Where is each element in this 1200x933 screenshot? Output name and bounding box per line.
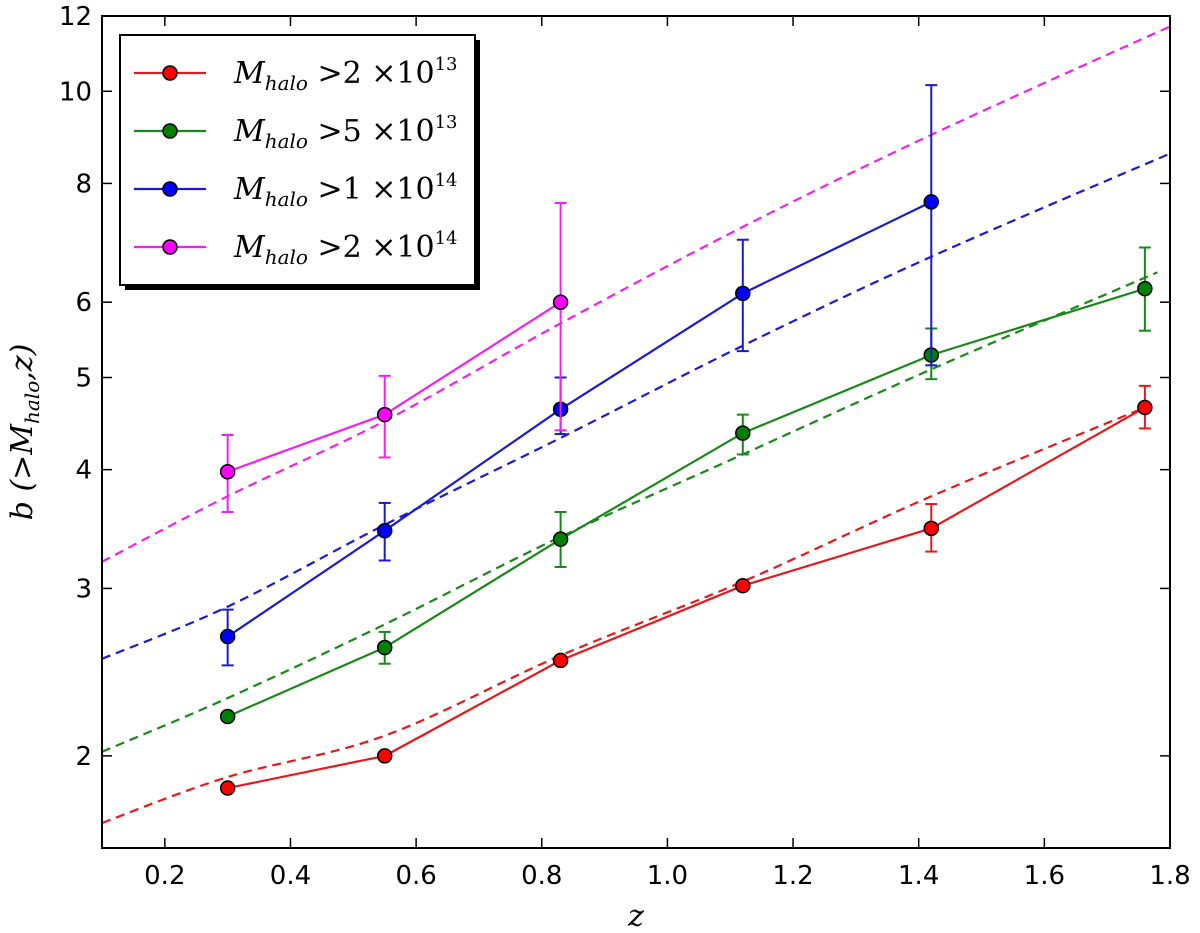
y-tick-label: 12: [59, 2, 92, 32]
y-tick-label: 6: [75, 288, 92, 318]
legend-marker: [162, 65, 178, 81]
x-tick-label: 1.8: [1149, 861, 1190, 891]
axis-ticks: 0.2 0.4 0.6 0.8 1.0 1.2 1.4 1.6 1.8 2 3 4 5 6 8 10 12: [59, 2, 1191, 891]
data-point: [219, 463, 236, 480]
legend-entry-3: Mhalo >1 ×1014: [134, 170, 457, 211]
data-point: [735, 577, 751, 594]
model-curve-1: [102, 406, 1146, 825]
data-point: [376, 748, 393, 764]
x-tick-label: 0.4: [270, 861, 311, 891]
x-tick-label: 1.6: [1024, 861, 1065, 891]
data-point: [376, 406, 393, 423]
data-point: [735, 285, 751, 302]
data-point: [552, 294, 569, 310]
data-point: [735, 425, 751, 441]
legend-entry-2: Mhalo >5 ×1013: [134, 112, 457, 153]
legend-box: [119, 34, 476, 286]
y-tick-label: 3: [75, 574, 92, 604]
x-tick-label: 1.2: [772, 861, 813, 891]
legend-marker: [162, 181, 178, 197]
legend-entry-1: Mhalo >2 ×1013: [134, 54, 457, 95]
legend-label: Mhalo >1 ×1014: [233, 170, 457, 211]
y-tick-label: 4: [75, 456, 92, 486]
data-point: [923, 520, 940, 537]
series-4: [219, 201, 569, 514]
x-tick-label: 0.2: [144, 861, 185, 891]
legend-label: Mhalo >2 ×1014: [233, 228, 457, 269]
data-series: [219, 84, 1153, 796]
plot-frame: [101, 15, 1171, 849]
legend-marker: [162, 239, 178, 255]
data-point: [219, 780, 236, 796]
data-point: [376, 522, 393, 539]
y-tick-label: 2: [75, 742, 92, 772]
series-line-2: [227, 287, 1146, 718]
data-point: [219, 708, 236, 725]
data-point: [219, 628, 236, 645]
y-axis-label: b (>Mhalo,z): [5, 344, 44, 521]
data-point: [552, 652, 569, 669]
data-point: [1137, 399, 1153, 416]
legend-label: Mhalo >2 ×1013: [233, 54, 457, 95]
legend: Mhalo >2 ×1013 Mhalo >5 ×1013 Mhalo >1 ×10…: [119, 34, 480, 290]
x-tick-label: 1.4: [898, 861, 939, 891]
y-tick-label: 10: [59, 77, 92, 107]
model-curve-3: [102, 152, 1170, 660]
legend-marker: [162, 123, 178, 139]
y-tick-label: 8: [75, 169, 92, 199]
x-tick-label: 1.0: [647, 861, 688, 891]
data-point: [1137, 280, 1153, 297]
legend-label: Mhalo >5 ×1013: [233, 112, 457, 153]
legend-entry-4: Mhalo >2 ×1014: [134, 228, 457, 269]
x-tick-label: 0.6: [395, 861, 436, 891]
y-tick-label: 5: [75, 364, 92, 394]
data-point: [376, 639, 393, 656]
series-1: [219, 384, 1153, 796]
x-tick-label: 0.8: [521, 861, 562, 891]
series-line-1: [227, 406, 1146, 790]
x-axis-label: z: [627, 899, 644, 933]
data-point: [552, 531, 569, 547]
model-curve-4: [102, 25, 1170, 563]
data-point: [923, 194, 940, 210]
